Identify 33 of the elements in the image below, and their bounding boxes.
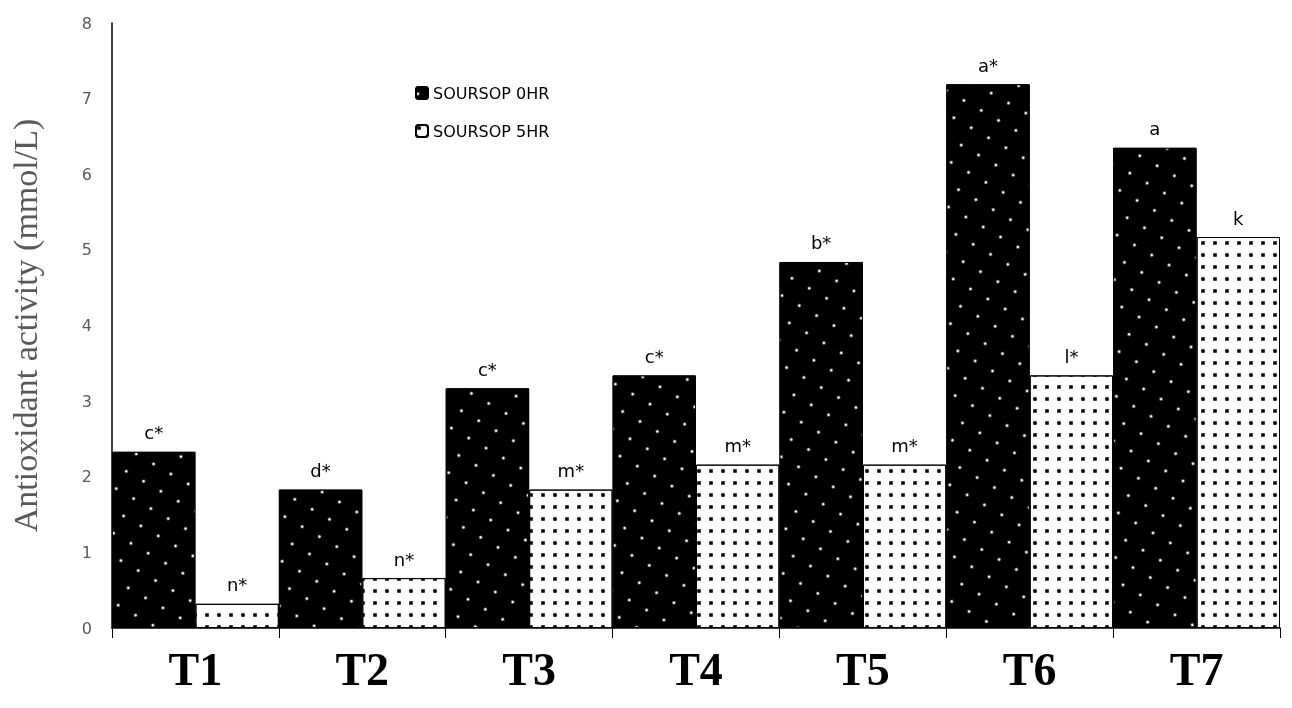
y-axis-title: Antioxidant activity (mmol/L) [6, 118, 45, 533]
y-tick-label: 5 [81, 240, 92, 260]
y-tick-label: 8 [81, 13, 92, 33]
x-tick-label: T6 [1002, 643, 1057, 695]
legend-label: SOURSOP 0HR [433, 83, 550, 103]
x-tick-label: T7 [1169, 643, 1224, 695]
annotation: n* [393, 548, 415, 570]
annotation: l* [1064, 345, 1079, 367]
annotation: c* [477, 358, 497, 380]
x-tick-label: T4 [669, 643, 723, 695]
annotation: a [1149, 118, 1161, 140]
annotation: m* [724, 435, 751, 457]
y-tick-label: 0 [81, 618, 92, 638]
x-tick-label: T1 [168, 643, 223, 695]
y-tick-label: 7 [81, 89, 92, 109]
annotation: c* [644, 345, 664, 367]
x-tick-label: T2 [335, 643, 390, 695]
annotation: m* [557, 460, 585, 482]
annotation: n* [226, 574, 248, 596]
annotation: d* [310, 460, 331, 482]
annotation: c* [144, 422, 164, 444]
y-tick-label: 4 [81, 316, 92, 335]
annotation: b* [810, 232, 832, 254]
x-tick-label: T5 [836, 643, 890, 695]
y-tick-label: 1 [81, 542, 92, 562]
y-tick-label: 3 [81, 391, 92, 411]
annotation: a* [977, 54, 999, 76]
legend-label: SOURSOP 5HR [433, 121, 550, 141]
x-tick-label: T3 [502, 643, 556, 695]
y-tick-label: 2 [81, 467, 92, 487]
annotation: m* [891, 435, 918, 457]
y-tick-label: 6 [81, 164, 92, 184]
annotation: k [1233, 207, 1245, 229]
